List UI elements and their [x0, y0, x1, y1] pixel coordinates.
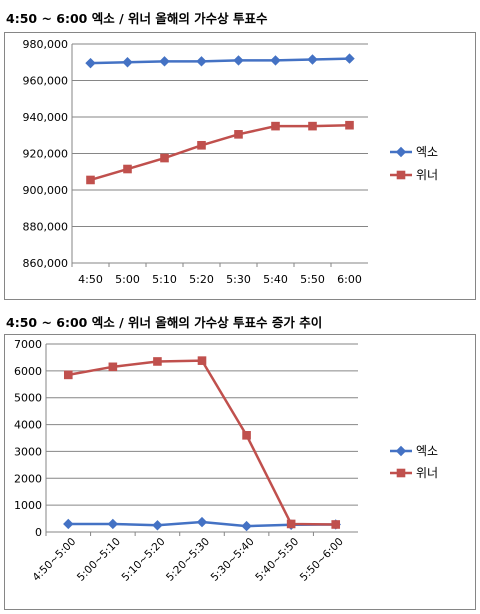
chart1-xtick-label: 5:00 [115, 273, 140, 286]
chart1-xtick-label: 5:10 [152, 273, 177, 286]
chart1-ytick-label: 920,000 [23, 148, 69, 161]
chart2-ytick-label: 2000 [14, 472, 42, 485]
chart1-data-point [307, 54, 318, 65]
chart2-data-point [286, 519, 296, 529]
chart1-data-point [271, 121, 280, 131]
chart1-ytick-label: 960,000 [23, 75, 69, 88]
chart1-xtick-label: 5:30 [226, 273, 251, 286]
chart2-title: 4:50 ~ 6:00 엑소 / 위너 올해의 가수상 투표수 증가 추이 [6, 315, 323, 330]
chart1-legend-marker [396, 170, 406, 180]
chart1-ytick-label: 900,000 [23, 184, 69, 197]
chart2-ytick-label: 1000 [14, 499, 42, 512]
chart1-xtick-label: 6:00 [337, 273, 362, 286]
chart2-ytick-label: 5000 [14, 392, 42, 405]
chart1-ytick-label: 860,000 [23, 257, 69, 270]
chart1-legend-marker [395, 146, 407, 158]
chart1-xtick-label: 5:20 [189, 273, 214, 286]
chart2-data-point [63, 370, 73, 380]
chart2-ytick-label: 6000 [14, 365, 42, 378]
chart2-data-point [331, 520, 341, 529]
chart2-ytick-label: 3000 [14, 445, 42, 458]
chart2-data-point [63, 518, 74, 530]
chart1-data-point [159, 56, 170, 67]
chart1-data-point [123, 164, 132, 174]
chart2-ytick-label: 0 [35, 526, 42, 539]
chart1-xtick-label: 5:40 [263, 273, 288, 286]
chart1-data-point [233, 55, 244, 66]
chart1-legend-label: 위너 [416, 168, 438, 182]
chart1-data-point [197, 140, 206, 150]
chart1-data-point [86, 175, 95, 185]
chart2-legend-label: 위너 [416, 466, 438, 480]
chart2-ytick-label: 7000 [14, 338, 42, 351]
chart1-title: 4:50 ~ 6:00 엑소 / 위너 올해의 가수상 투표수 [6, 11, 268, 26]
chart2-data-point [153, 357, 162, 366]
chart1-data-point [345, 120, 354, 130]
chart1-data-point [85, 57, 96, 69]
chart2-legend-label: 엑소 [416, 444, 438, 458]
chart1-xtick-label: 4:50 [78, 273, 103, 286]
chart1-data-point [308, 121, 317, 131]
chart2-data-point [242, 431, 251, 440]
chart1-ytick-label: 940,000 [23, 111, 69, 124]
chart1-data-point [122, 57, 133, 68]
chart1-data-point [196, 56, 207, 67]
chart1-ytick-label: 880,000 [23, 221, 69, 234]
chart2-data-point [197, 356, 207, 365]
chart1-data-point [344, 53, 355, 64]
chart1-series-line [90, 57, 350, 65]
chart1: 860,000 880,000 900,000 920,000 940,000 960,0… [4, 32, 476, 300]
chart1-frame [4, 32, 476, 300]
chart1-data-point [234, 130, 243, 139]
chart2-data-point [107, 518, 119, 530]
chart2-legend-marker [396, 468, 406, 478]
chart2-data-point [108, 362, 118, 372]
chart1-series-line [90, 123, 350, 182]
chart2-legend-marker [395, 445, 407, 457]
chart1-data-point [270, 55, 281, 66]
chart2-data-point [152, 520, 163, 531]
chart2-ytick-label: 4000 [14, 419, 42, 432]
chart2-data-point [241, 520, 252, 532]
chart1-legend-label: 엑소 [416, 145, 438, 159]
chart1-data-point [160, 153, 169, 163]
chart1-xtick-label: 5:50 [300, 273, 325, 286]
chart2-data-point [196, 516, 208, 528]
chart1-ytick-label: 980,000 [23, 38, 69, 51]
